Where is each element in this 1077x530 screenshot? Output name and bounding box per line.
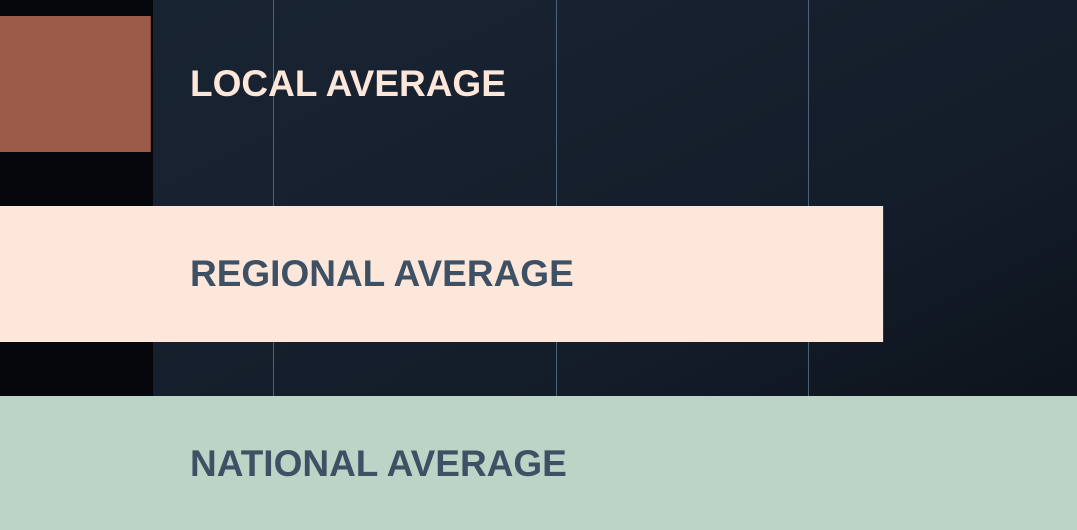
chart: LOCAL AVERAGE REGIONAL AVERAGE NATIONAL AV… (0, 0, 1077, 530)
bar-label: REGIONAL AVERAGE (190, 253, 574, 294)
bar-label: LOCAL AVERAGE (190, 63, 506, 104)
bar (0, 16, 151, 152)
bar-label: NATIONAL AVERAGE (190, 443, 567, 484)
